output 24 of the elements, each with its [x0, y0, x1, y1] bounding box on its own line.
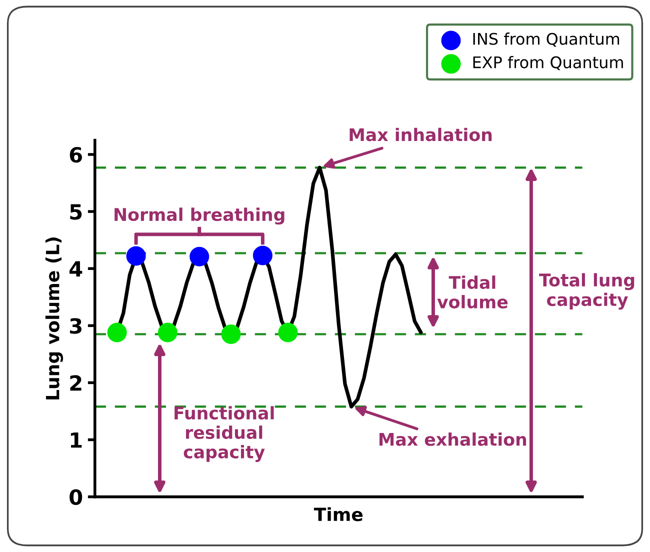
legend-label: EXP from Quantum: [473, 56, 623, 70]
point: [221, 324, 241, 344]
point: [278, 322, 298, 342]
annotation: Functional residual capacity: [174, 406, 274, 462]
y-tick-label: 0: [70, 489, 82, 506]
y-tick-label: 2: [70, 375, 82, 391]
point: [126, 246, 146, 266]
annotation: Tidal volume: [437, 276, 508, 308]
annotation: Normal breathing: [114, 208, 284, 225]
point: [158, 322, 178, 342]
y-tick-label: 5: [70, 204, 82, 220]
annotation: Max inhalation: [350, 128, 492, 142]
annotation: Max exhalation: [380, 432, 526, 446]
annotation: Total lung capacity: [539, 273, 634, 310]
x-axis-title: Time: [314, 507, 363, 522]
y-tick-label: 1: [70, 432, 82, 448]
y-tick-label: 6: [70, 146, 82, 163]
legend-label: INS from Quantum: [473, 32, 620, 47]
y-tick-label: 3: [70, 318, 82, 334]
point: [107, 322, 127, 342]
point: [190, 246, 210, 266]
y-axis-title: Lung volume (L): [45, 238, 64, 400]
y-tick-label: 4: [70, 261, 82, 276]
point: [252, 246, 272, 266]
